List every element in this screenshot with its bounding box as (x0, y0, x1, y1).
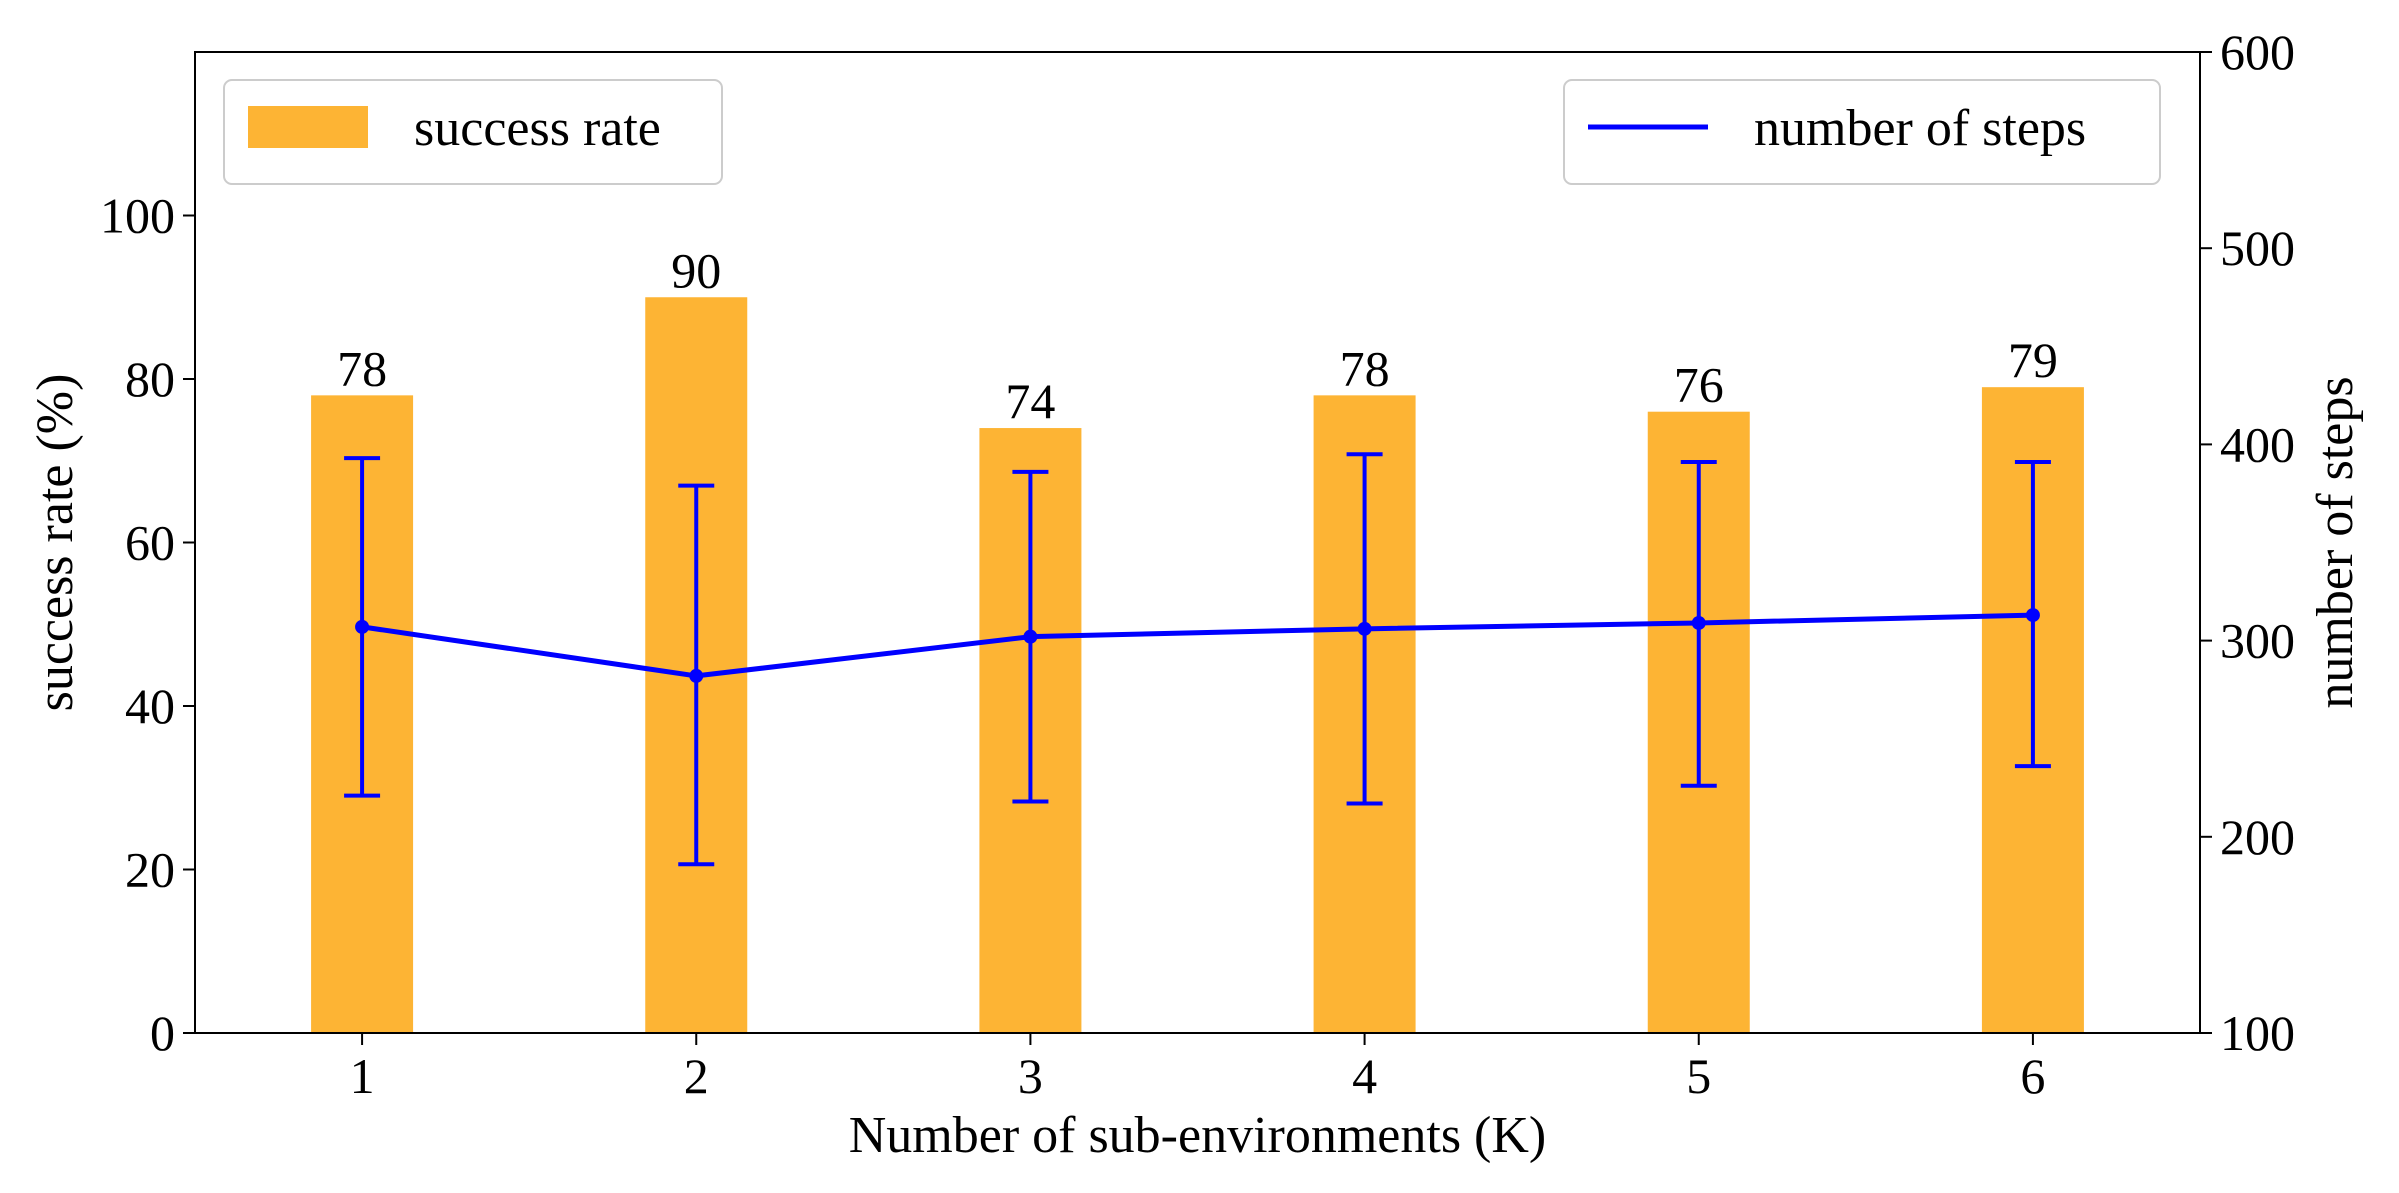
bar-label-3: 74 (1005, 373, 1055, 429)
steps-point-4 (1357, 621, 1372, 636)
bar-label-5: 76 (1674, 357, 1724, 413)
bar-label-1: 78 (337, 340, 387, 396)
steps-line-layer (344, 452, 2051, 867)
legend-number-of-steps: number of steps (1563, 79, 2161, 185)
x-axis-title: Number of sub-environments (K) (849, 1107, 1547, 1164)
legend-label: success rate (414, 100, 661, 157)
x-tick-label: 5 (1686, 1048, 1711, 1104)
legend-bar-swatch (248, 106, 368, 148)
y-left-tick-label: 60 (125, 515, 175, 571)
x-tick-label: 3 (1018, 1048, 1043, 1104)
x-axis: 1 2 3 4 5 6 (350, 1033, 2045, 1104)
bars-layer (311, 297, 2084, 1034)
y-left-tick-label: 20 (125, 842, 175, 898)
steps-line (361, 612, 2033, 679)
x-tick-label: 6 (2020, 1048, 2045, 1104)
steps-point-5 (1691, 615, 1706, 630)
y-left-tick-label: 80 (125, 351, 175, 407)
legend-label: number of steps (1754, 100, 2086, 157)
steps-point-1 (355, 619, 370, 634)
x-tick-label: 4 (1352, 1048, 1377, 1104)
y-axis-left-title: success rate (%) (27, 374, 84, 712)
bar-label-4: 78 (1340, 340, 1390, 396)
y-left-tick-label: 0 (150, 1005, 175, 1061)
bar-label-2: 90 (671, 242, 721, 298)
legend-box (1563, 79, 2161, 185)
x-tick-label: 2 (684, 1048, 709, 1104)
x-tick-label: 1 (350, 1048, 375, 1104)
plot-frame (194, 51, 2201, 1034)
legend-success-rate: success rate (223, 79, 723, 185)
y-right-tick-label: 600 (2220, 24, 2295, 80)
bar-label-6: 79 (2008, 332, 2058, 388)
y-axis-right-title: number of steps (2307, 376, 2364, 708)
y-right-tick-label: 400 (2220, 416, 2295, 472)
y-left-tick-label: 100 (100, 188, 175, 244)
bar-labels-layer: 78 90 74 78 76 79 (337, 242, 2058, 429)
y-right-tick-label: 500 (2220, 220, 2295, 276)
y-left-tick-label: 40 (125, 678, 175, 734)
steps-point-2 (689, 668, 704, 683)
y-right-tick-label: 300 (2220, 613, 2295, 669)
y-right-tick-label: 200 (2220, 809, 2295, 865)
y-right-tick-label: 100 (2220, 1005, 2295, 1061)
y-axis-left: 0 20 40 60 80 100 (100, 188, 195, 1061)
steps-point-6 (2025, 608, 2040, 623)
steps-point-3 (1023, 629, 1038, 644)
y-axis-right: 100 200 300 400 500 600 (2200, 24, 2295, 1061)
